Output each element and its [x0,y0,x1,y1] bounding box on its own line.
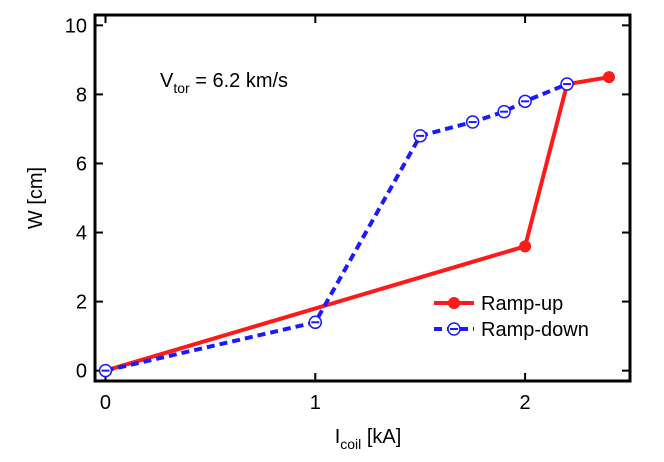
x-tick-label: 2 [520,392,531,414]
x-axis-label: Icoil [kA] [335,426,402,452]
legend-entry-ramp-up: Ramp-up [434,293,563,315]
y-axis-label: W [cm] [25,167,47,229]
series-layer [98,71,616,378]
legend-entry-ramp-down: Ramp-down [434,319,589,341]
y-tick-label: 8 [76,84,87,106]
annotation-text: Vtor = 6.2 km/s [160,70,288,96]
y-tick-label: 0 [76,361,87,383]
y-tick-label: 2 [76,292,87,314]
legend-label-ramp-up: Ramp-up [481,293,563,315]
x-tick-label: 0 [100,392,111,414]
series-line-ramp-up [104,75,610,373]
data-point-ramp-up [519,240,532,253]
legend-marker-ramp-up [448,297,460,309]
legend: Ramp-up Ramp-down [434,293,589,341]
data-point-ramp-up [603,71,616,84]
legend-label-ramp-down: Ramp-down [481,319,589,341]
plot-frame [93,13,632,383]
y-tick-label: 4 [76,223,87,245]
y-tick-label: 6 [76,153,87,175]
y-tick-label: 10 [65,15,87,37]
tick-labels: 0 1 2 0 2 4 6 8 10 [65,15,531,414]
x-tick-label: 1 [310,392,321,414]
ticks [95,15,630,381]
